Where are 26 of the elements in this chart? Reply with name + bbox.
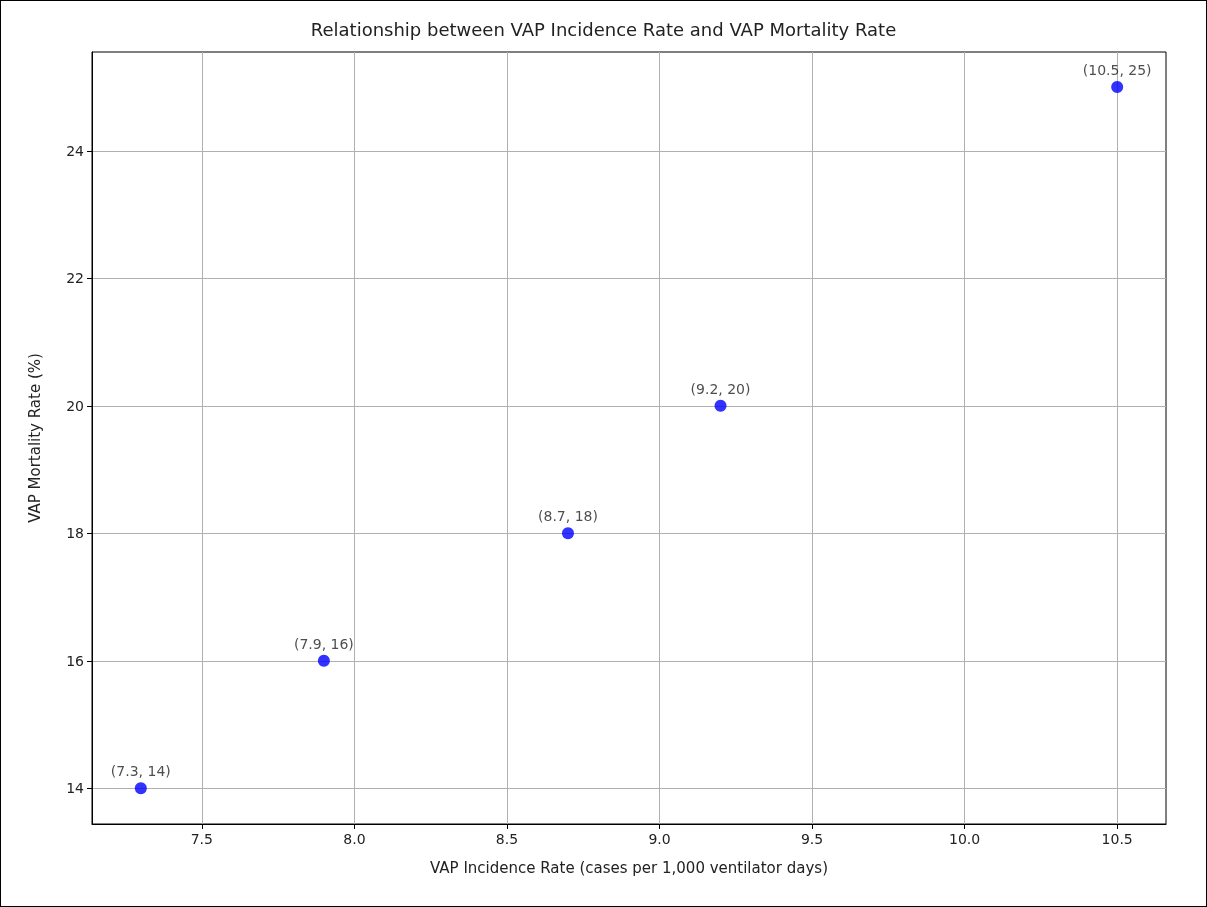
y-tick-label: 14 (66, 780, 85, 797)
y-tick-label: 20 (66, 397, 84, 414)
x-tick-label: 8.0 (343, 831, 366, 847)
y-tick-label: 24 (66, 142, 85, 159)
data-label: (10.5, 25) (1082, 62, 1152, 79)
data-label: (7.9, 16) (293, 635, 354, 652)
data-label: (7.3, 14) (110, 763, 171, 780)
y-axis-title: VAP Mortality Rate (%) (25, 353, 44, 523)
x-tick-label: 7.5 (190, 831, 213, 847)
x-axis-title: VAP Incidence Rate (cases per 1,000 ventilator days) (430, 858, 828, 877)
x-tick-label: 10.5 (1101, 831, 1133, 847)
y-tick-label: 18 (66, 525, 84, 542)
point (1111, 81, 1124, 94)
x-tick-label: 8.5 (495, 831, 519, 847)
y-tick-label: 16 (66, 652, 85, 669)
data-label: (9.2, 20) (690, 380, 751, 397)
x-tick-label: 9.5 (800, 831, 824, 847)
point (317, 654, 330, 667)
point (561, 527, 574, 540)
point (714, 399, 727, 412)
x-tick-label: 9.0 (648, 831, 671, 847)
x-tick-label: 10.0 (949, 831, 981, 847)
data-label: (8.7, 18) (538, 508, 598, 525)
chart-title: Relationship between VAP Incidence Rate and VAP Mortality Rate (310, 18, 897, 40)
point (134, 782, 147, 795)
y-tick-label: 22 (66, 270, 84, 287)
